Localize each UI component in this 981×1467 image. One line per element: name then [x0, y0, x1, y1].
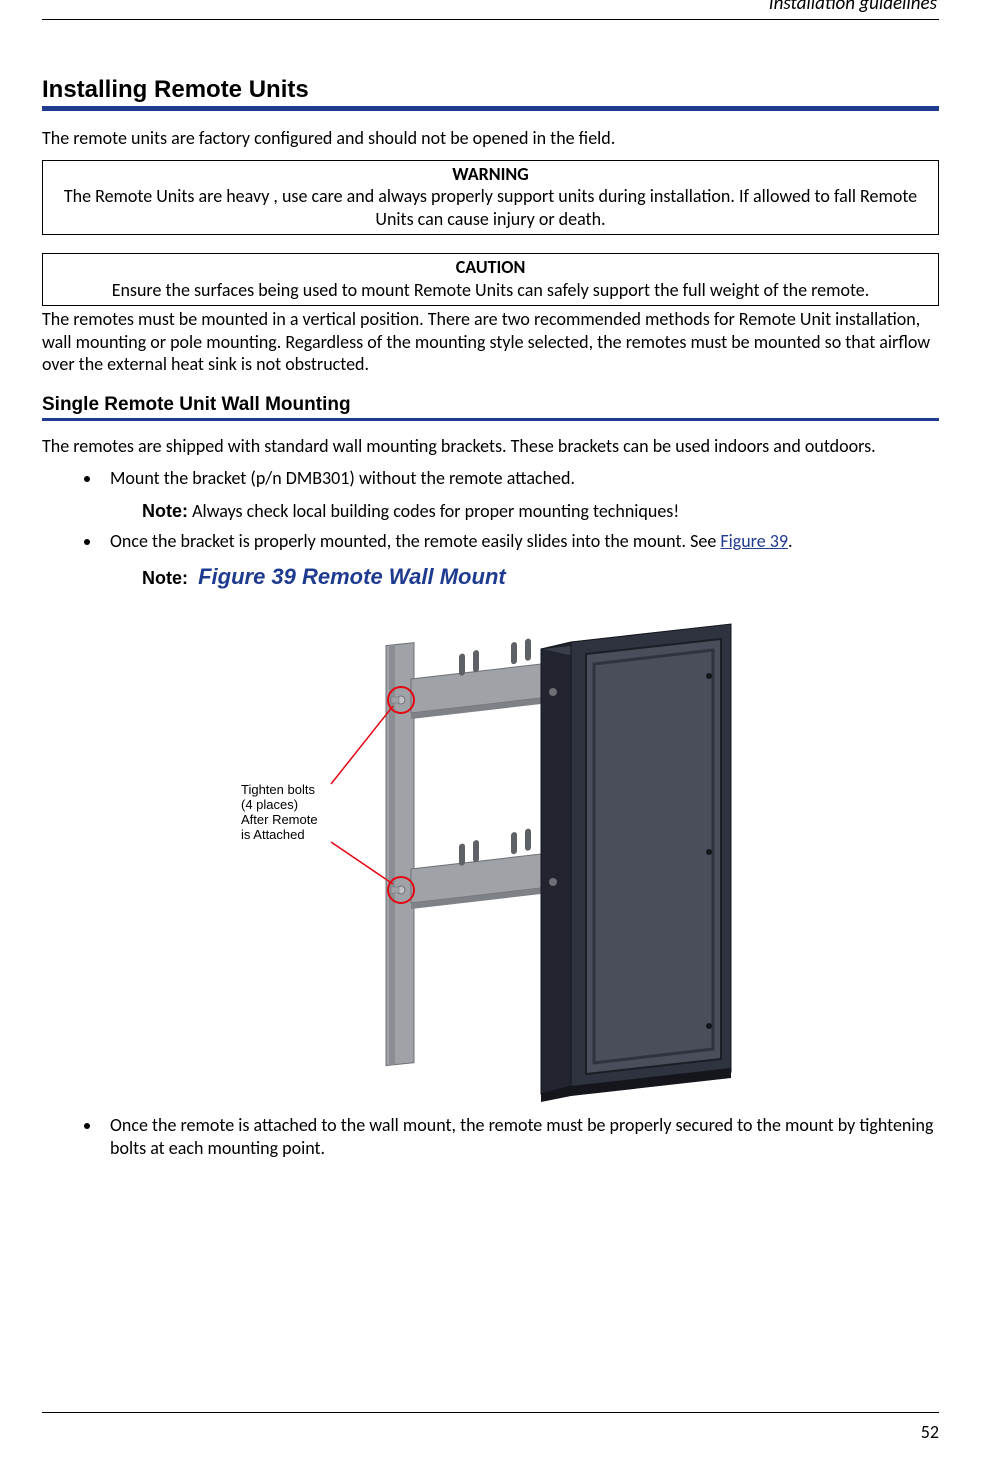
subsection-title-underline — [42, 418, 939, 421]
caution-body: Ensure the surfaces being used to mount … — [112, 279, 870, 301]
bullet1-text: Mount the bracket (p/n DMB301) without t… — [110, 467, 575, 489]
top-rule — [42, 19, 939, 20]
subsection-title: Single Remote Unit Wall Mounting — [42, 394, 939, 416]
figure-caption: Figure 39 Remote Wall Mount — [198, 564, 506, 589]
list-item: Mount the bracket (p/n DMB301) without t… — [102, 467, 939, 490]
page-number: 52 — [921, 1421, 939, 1443]
leader-line — [331, 842, 393, 884]
running-head: Installation guidelines — [42, 0, 939, 15]
list-item: Once the remote is attached to the wall … — [102, 1114, 939, 1161]
list-item: Once the bracket is properly mounted, th… — [102, 530, 939, 553]
caution-title: CAUTION — [53, 256, 928, 279]
bullet-list: Once the remote is attached to the wall … — [42, 1114, 939, 1161]
caution-box: CAUTION Ensure the surfaces being used t… — [42, 253, 939, 306]
bottom-rule — [42, 1412, 939, 1413]
mounting-paragraph: The remotes must be mounted in a vertica… — [42, 308, 939, 376]
note-label: Note: — [142, 501, 188, 521]
bullet2-pre: Once the bracket is properly mounted, th… — [110, 530, 720, 552]
warning-title: WARNING — [53, 163, 928, 186]
note-1: Note: Always check local building codes … — [142, 500, 939, 522]
bullet2-post: . — [788, 530, 793, 552]
figure-link[interactable]: Figure 39 — [720, 530, 788, 552]
figure-annotation-l1: Tighten bolts — [241, 782, 315, 797]
section-title-underline — [42, 106, 939, 111]
warning-box: WARNING The Remote Units are heavy , use… — [42, 160, 939, 236]
bullet-list: Mount the bracket (p/n DMB301) without t… — [42, 467, 939, 490]
bullet3-text: Once the remote is attached to the wall … — [110, 1114, 933, 1159]
figure-39: Tighten bolts (4 places) After Remote is… — [42, 594, 939, 1104]
figure-caption-line: Note: Figure 39 Remote Wall Mount — [142, 564, 939, 590]
note-label: Note: — [142, 568, 188, 588]
figure-annotation-l2: (4 places) — [241, 797, 298, 812]
warning-body: The Remote Units are heavy , use care an… — [64, 185, 917, 230]
remote-wall-mount-illustration: Tighten bolts (4 places) After Remote is… — [211, 594, 771, 1104]
intro-paragraph: The remote units are factory configured … — [42, 127, 939, 150]
page: Installation guidelines Installing Remot… — [0, 0, 981, 1467]
bullet-list: Once the bracket is properly mounted, th… — [42, 530, 939, 553]
figure-annotation-l3: After Remote — [241, 812, 318, 827]
subsection-intro: The remotes are shipped with standard wa… — [42, 435, 939, 458]
section-title: Installing Remote Units — [42, 76, 939, 104]
note1-body: Always check local building codes for pr… — [188, 500, 679, 522]
remote-unit-icon — [541, 624, 731, 1102]
figure-annotation-l4: is Attached — [241, 827, 305, 842]
leader-line — [331, 706, 393, 784]
